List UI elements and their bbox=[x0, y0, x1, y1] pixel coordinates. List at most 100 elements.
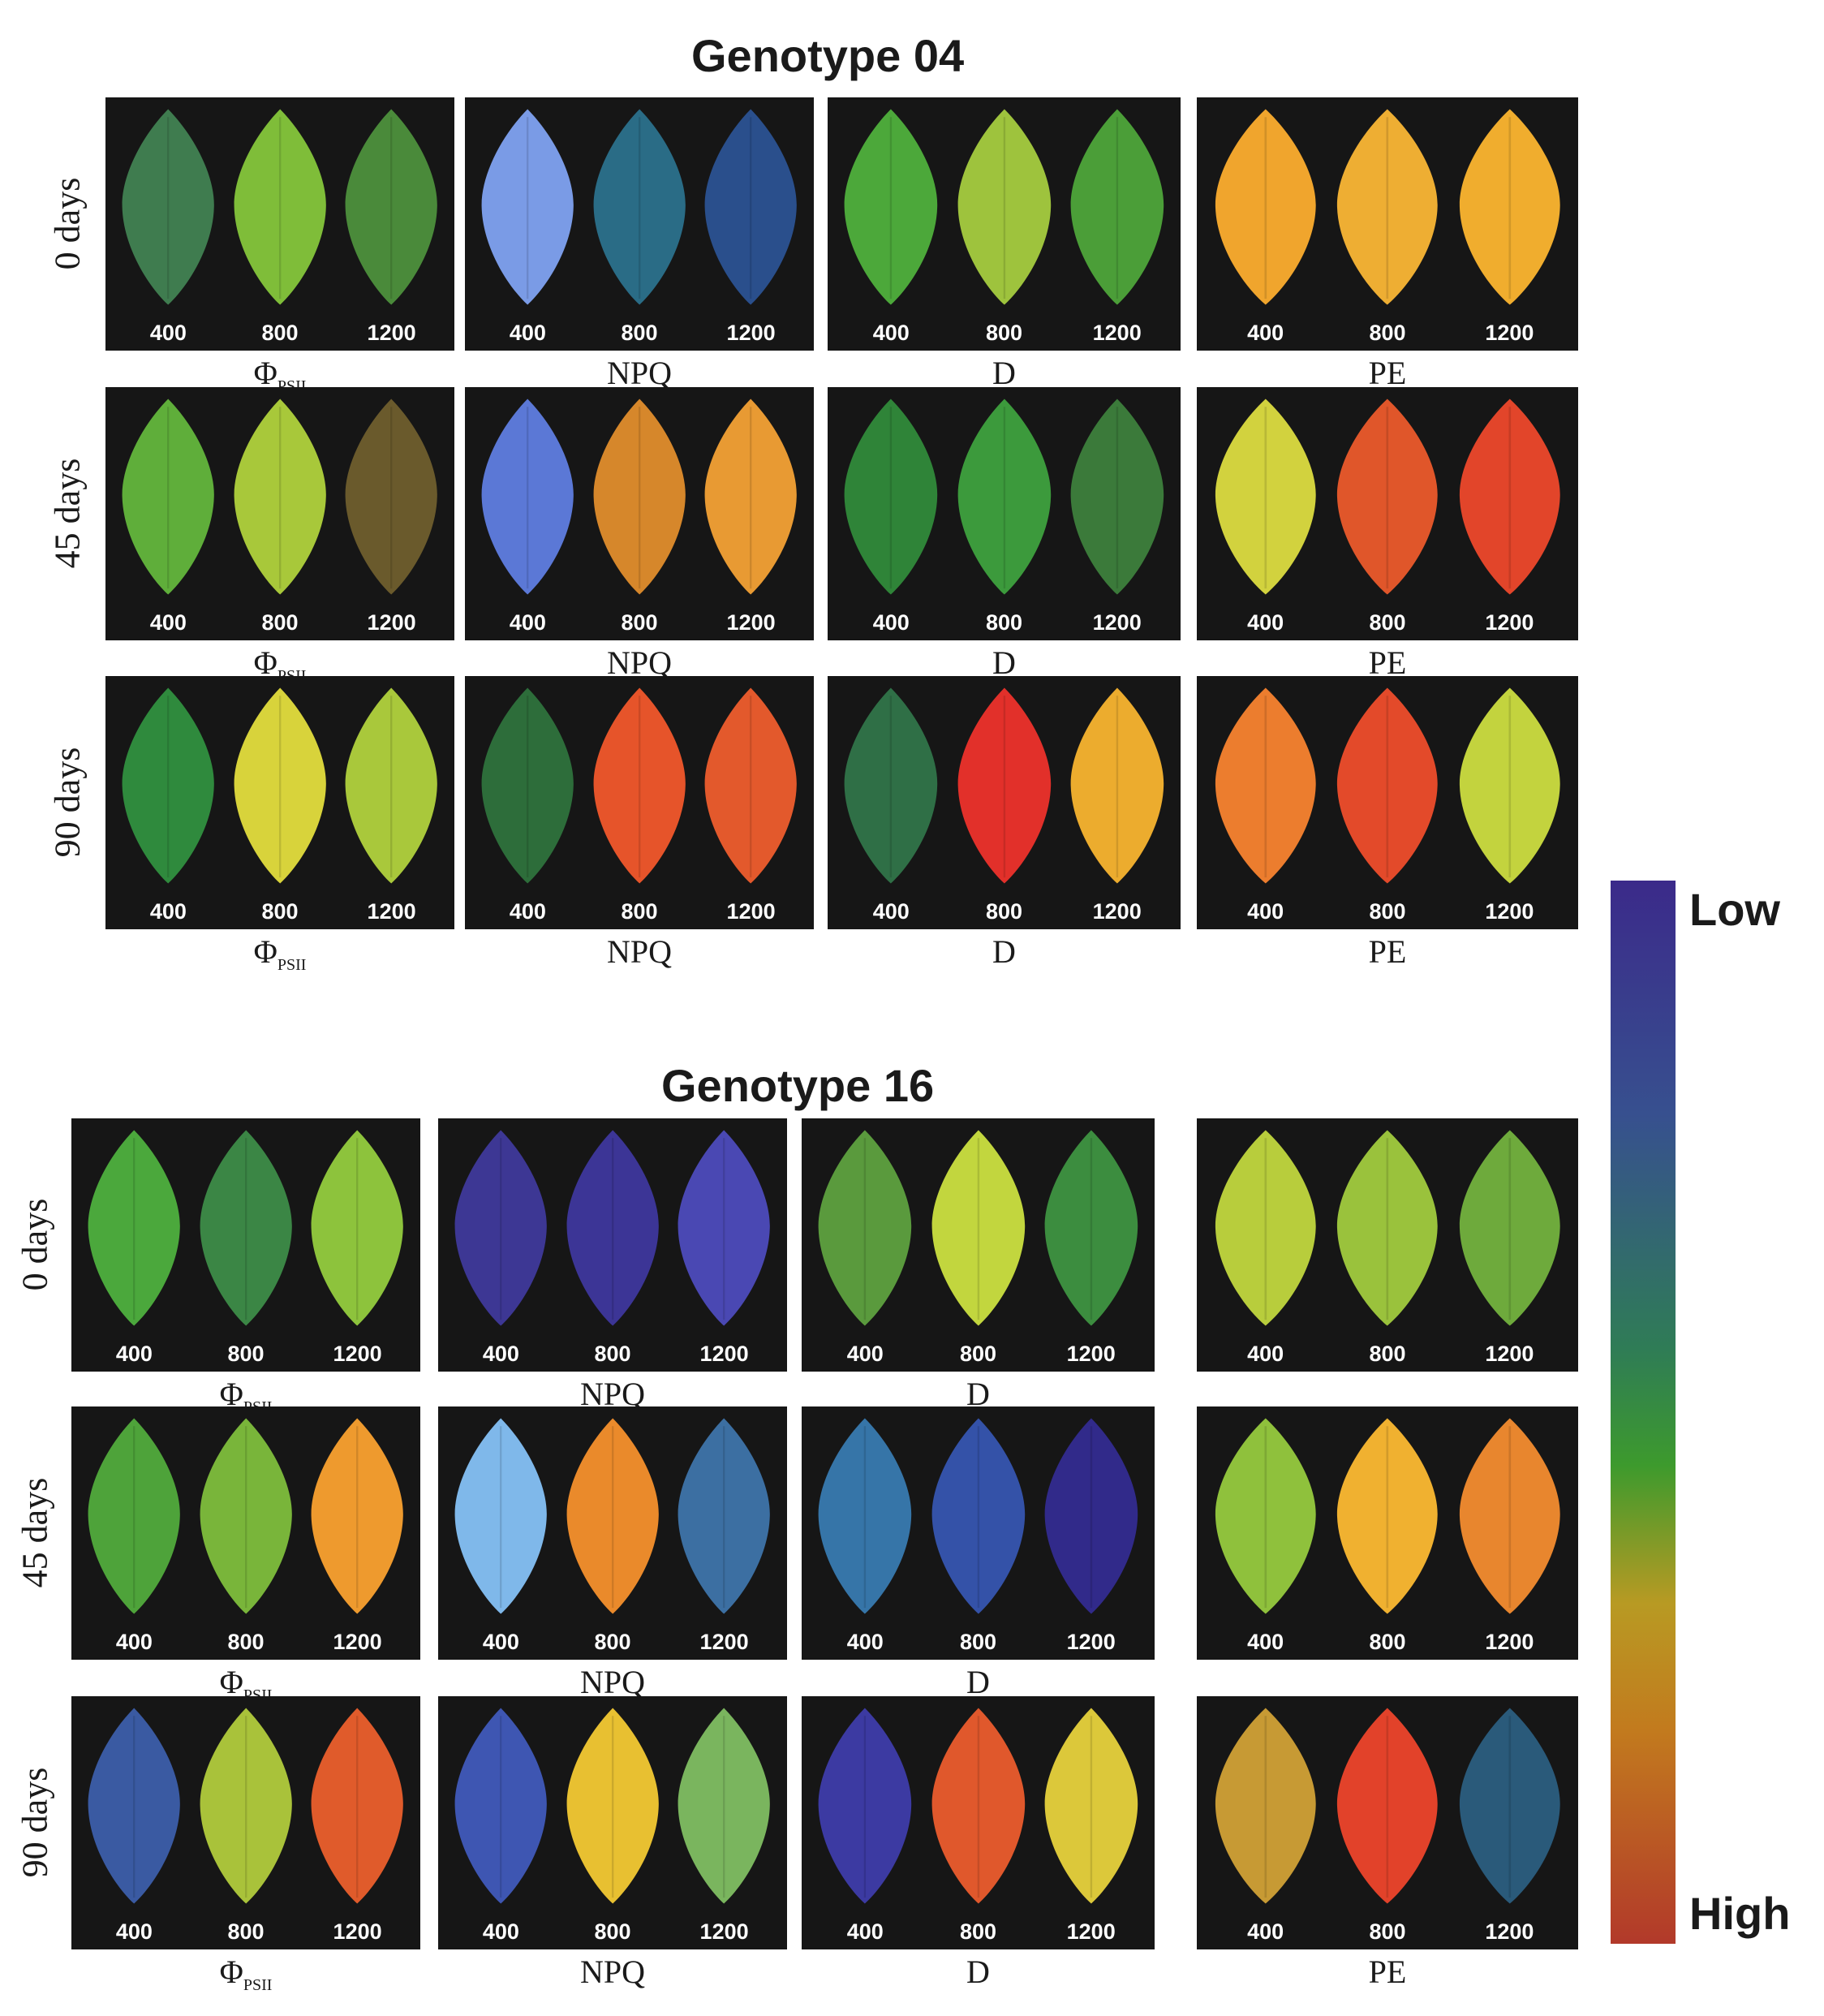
parameter-symbol: Φ bbox=[219, 1664, 243, 1700]
light-intensity-label: 800 bbox=[227, 1919, 265, 1944]
image-panel: 400 800 1200 bbox=[828, 676, 1181, 929]
light-intensity-label: 800 bbox=[985, 899, 1023, 924]
image-panel: 400 800 1200 bbox=[105, 97, 454, 351]
image-panel: 400 800 1200 bbox=[828, 97, 1181, 351]
parameter-label: D bbox=[966, 1954, 990, 1990]
leaf-image bbox=[197, 1416, 295, 1620]
image-panel: 400 800 1200 bbox=[465, 676, 814, 929]
leaf-image bbox=[841, 107, 940, 311]
parameter-label: D bbox=[966, 1664, 990, 1700]
row-label: 45 days bbox=[47, 458, 88, 569]
image-panel: 400 800 1200 bbox=[438, 1406, 787, 1660]
leaf-image bbox=[675, 1706, 772, 1910]
light-intensity-label: 1200 bbox=[1092, 321, 1142, 345]
genotype-title: Genotype 04 bbox=[691, 30, 965, 81]
light-intensity-label: 800 bbox=[594, 1919, 631, 1944]
light-intensity-label: 1200 bbox=[1485, 1630, 1534, 1654]
leaf-image bbox=[1042, 1706, 1141, 1910]
light-intensity-label: 400 bbox=[115, 1919, 153, 1944]
leaf-image bbox=[1042, 1128, 1141, 1332]
light-intensity-label: 400 bbox=[509, 321, 546, 345]
light-intensity-label: 1200 bbox=[726, 610, 776, 635]
parameter-label: NPQ bbox=[579, 1954, 646, 1990]
light-intensity-label: 1200 bbox=[1485, 321, 1534, 345]
light-intensity-label: 400 bbox=[482, 1919, 519, 1944]
light-intensity-label: 800 bbox=[959, 1342, 997, 1366]
leaf-image bbox=[675, 1416, 772, 1620]
light-intensity-label: 400 bbox=[846, 1342, 884, 1366]
leaf-image bbox=[1042, 1416, 1141, 1620]
leaf-image bbox=[85, 1706, 183, 1910]
leaf-image bbox=[1334, 1128, 1441, 1332]
light-intensity-label: 800 bbox=[959, 1919, 997, 1944]
leaf-image bbox=[231, 397, 329, 601]
leaf-image bbox=[479, 686, 576, 890]
leaf-image bbox=[1068, 686, 1167, 890]
light-intensity-label: 1200 bbox=[333, 1630, 382, 1654]
genotype-title: Genotype 16 bbox=[661, 1060, 935, 1111]
light-intensity-label: 1200 bbox=[726, 899, 776, 924]
parameter-symbol: Φ bbox=[219, 1954, 243, 1990]
image-panel: 400 800 1200 bbox=[802, 1406, 1155, 1660]
parameter-label: NPQ bbox=[579, 1376, 646, 1412]
light-intensity-label: 1200 bbox=[1485, 899, 1534, 924]
parameter-label: NPQ bbox=[606, 933, 673, 970]
leaf-image bbox=[1334, 1416, 1441, 1620]
light-intensity-label: 400 bbox=[509, 610, 546, 635]
parameter-label: PE bbox=[1368, 933, 1407, 970]
light-intensity-label: 800 bbox=[621, 610, 658, 635]
image-panel: 400 800 1200 bbox=[105, 676, 454, 929]
leaf-image bbox=[1456, 1416, 1564, 1620]
parameter-subscript: PSII bbox=[243, 1976, 273, 1994]
light-intensity-label: 1200 bbox=[1066, 1342, 1116, 1366]
leaf-image bbox=[1068, 397, 1167, 601]
light-intensity-label: 800 bbox=[594, 1342, 631, 1366]
leaf-image bbox=[452, 1416, 549, 1620]
image-panel: 400 800 1200 bbox=[1197, 97, 1578, 351]
parameter-label: PE bbox=[1368, 1954, 1407, 1990]
light-intensity-label: 400 bbox=[846, 1919, 884, 1944]
leaf-image bbox=[479, 397, 576, 601]
light-intensity-label: 400 bbox=[1247, 899, 1284, 924]
leaf-image bbox=[675, 1128, 772, 1332]
light-intensity-label: 800 bbox=[227, 1342, 265, 1366]
light-intensity-label: 400 bbox=[872, 899, 910, 924]
leaf-image bbox=[591, 686, 688, 890]
leaf-image bbox=[1456, 397, 1564, 601]
leaf-image bbox=[85, 1416, 183, 1620]
leaf-image bbox=[702, 397, 799, 601]
parameter-label: NPQ bbox=[606, 355, 673, 391]
parameter-label: PE bbox=[1368, 644, 1407, 681]
image-panel: 400 800 1200 bbox=[828, 387, 1181, 640]
light-intensity-label: 800 bbox=[1369, 1342, 1406, 1366]
image-panel: 400 800 1200 bbox=[802, 1696, 1155, 1949]
parameter-label: D bbox=[966, 1376, 990, 1412]
image-panel: 400 800 1200 bbox=[438, 1118, 787, 1372]
parameter-symbol: Φ bbox=[253, 355, 277, 391]
colorbar-low-label: Low bbox=[1689, 884, 1780, 935]
parameter-label: NPQ bbox=[606, 644, 673, 681]
leaf-image bbox=[231, 107, 329, 311]
leaf-image bbox=[955, 686, 1054, 890]
parameter-subscript: PSII bbox=[277, 956, 307, 974]
light-intensity-label: 800 bbox=[985, 610, 1023, 635]
light-intensity-label: 400 bbox=[1247, 321, 1284, 345]
image-panel: 400 800 1200 bbox=[1197, 676, 1578, 929]
light-intensity-label: 1200 bbox=[699, 1342, 749, 1366]
light-intensity-label: 1200 bbox=[699, 1919, 749, 1944]
image-panel: 400 800 1200 bbox=[438, 1696, 787, 1949]
light-intensity-label: 1200 bbox=[333, 1342, 382, 1366]
image-panel: 400 800 1200 bbox=[465, 387, 814, 640]
image-panel: 400 800 1200 bbox=[1197, 1118, 1578, 1372]
light-intensity-label: 1200 bbox=[1485, 610, 1534, 635]
light-intensity-label: 400 bbox=[149, 899, 187, 924]
colorbar bbox=[1611, 881, 1676, 1944]
parameter-label: D bbox=[992, 933, 1016, 970]
leaf-image bbox=[815, 1128, 914, 1332]
leaf-image bbox=[308, 1416, 406, 1620]
parameter-symbol: Φ bbox=[253, 644, 277, 681]
light-intensity-label: 800 bbox=[261, 321, 299, 345]
light-intensity-label: 400 bbox=[115, 1630, 153, 1654]
light-intensity-label: 400 bbox=[1247, 610, 1284, 635]
leaf-image bbox=[1212, 1128, 1319, 1332]
